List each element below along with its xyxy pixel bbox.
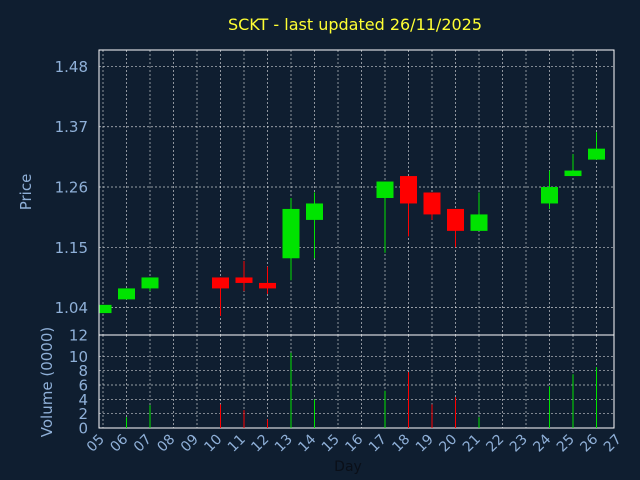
price-tick-label: 1.37 <box>55 118 88 136</box>
candle-body <box>447 208 464 231</box>
volume-tick-label: 6 <box>78 377 88 395</box>
candle-body <box>564 170 582 177</box>
price-tick-label: 1.48 <box>55 58 88 76</box>
volume-tick-label: 0 <box>78 420 88 438</box>
candles <box>99 132 605 316</box>
price-y-ticks: 1.48 1.37 1.26 1.15 1.04 <box>55 58 88 317</box>
volume-tick-label: 10 <box>69 348 88 366</box>
price-axis-label: Price <box>17 174 35 211</box>
candle-body <box>99 304 112 314</box>
volume-tick-label: 4 <box>78 391 88 409</box>
price-tick-label: 1.15 <box>55 239 88 257</box>
candle-body <box>306 203 323 220</box>
candle-body <box>541 187 558 204</box>
chart-title: SCKT - last updated 26/11/2025 <box>228 15 482 34</box>
candle-body <box>282 208 300 259</box>
volume-tick-label: 8 <box>78 362 88 380</box>
volume-tick-label: 2 <box>78 405 88 423</box>
candle-body <box>259 282 276 289</box>
x-axis-ticks: 05 06 07 08 09 10 11 12 13 14 15 16 17 18 19 20 21 22 23 24… <box>84 431 625 455</box>
candle-body <box>588 148 605 160</box>
candle-body <box>400 176 417 204</box>
candle-body <box>141 277 159 289</box>
candle-body <box>212 277 229 289</box>
price-panel: 1.48 1.37 1.26 1.15 1.04 Price <box>17 49 615 336</box>
x-axis-label: Day <box>334 459 362 475</box>
volume-tick-label: 12 <box>69 327 88 345</box>
volume-axis-label: Volume (0000) <box>38 327 56 437</box>
candle-body <box>376 181 394 198</box>
volume-plot-frame <box>98 334 615 429</box>
price-tick-label: 1.04 <box>55 299 88 317</box>
candle-body <box>470 214 488 231</box>
candle-body <box>118 288 135 300</box>
candle-body <box>235 277 253 283</box>
volume-bars <box>126 352 597 428</box>
price-tick-label: 1.26 <box>55 179 88 197</box>
candle-body <box>423 192 441 215</box>
